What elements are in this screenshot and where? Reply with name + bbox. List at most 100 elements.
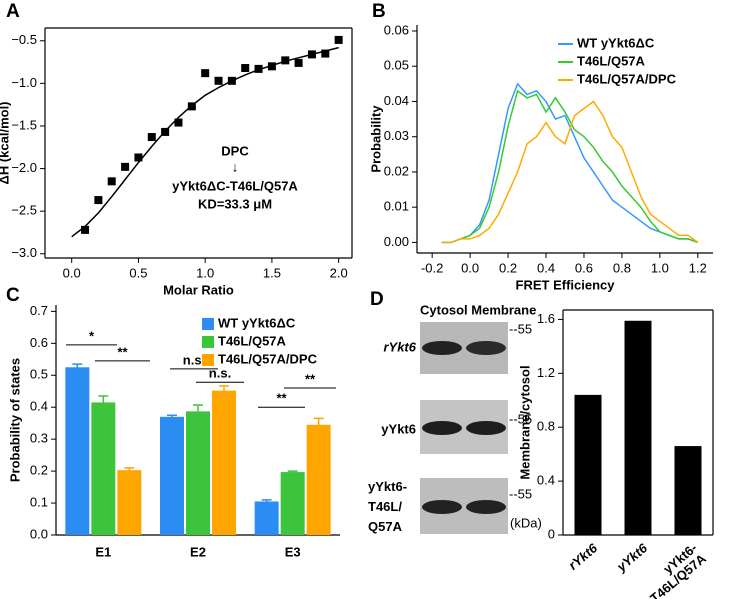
bar bbox=[65, 367, 90, 535]
marker bbox=[121, 162, 130, 171]
x-tick-label: 1.5 bbox=[263, 265, 281, 280]
error-bar bbox=[261, 499, 272, 504]
marker bbox=[107, 177, 116, 186]
x-tick-label: E3 bbox=[285, 544, 301, 559]
bar bbox=[574, 394, 602, 535]
fit-line bbox=[71, 46, 339, 238]
legend-label: T46L/Q57A/DPC bbox=[218, 351, 318, 366]
y-tick-label: −0.5 bbox=[11, 32, 37, 47]
x-tick-label: 1.0 bbox=[651, 260, 669, 275]
y-tick-label: 0.1 bbox=[30, 494, 48, 509]
bar bbox=[674, 446, 702, 535]
error-bar bbox=[287, 470, 298, 474]
legend-label: T46L/Q57A/DPC bbox=[577, 71, 677, 86]
annotation: KD=33.3 μM bbox=[198, 196, 272, 211]
error-bar bbox=[72, 363, 83, 371]
y-tick-label: 0.3 bbox=[30, 431, 48, 446]
panel-label: A bbox=[6, 1, 20, 22]
marker bbox=[281, 56, 290, 65]
y-tick-label: 0.2 bbox=[30, 463, 48, 478]
blot-row-label: yYkt6 bbox=[381, 421, 416, 436]
y-tick-label: 0.02 bbox=[384, 163, 409, 178]
marker bbox=[94, 196, 103, 205]
marker bbox=[201, 69, 210, 78]
blot: Cytosol Membrane rYkt6 yYkt6 yYkt6-T46L/… bbox=[368, 302, 542, 534]
bar bbox=[624, 320, 652, 535]
y-tick-label: 1.2 bbox=[537, 365, 555, 380]
x-tick-label: yYkt6 bbox=[613, 540, 651, 575]
blot-band bbox=[466, 341, 506, 355]
bar bbox=[212, 390, 236, 535]
x-tick-label: -0.2 bbox=[421, 260, 443, 275]
y-tick-label: 0.8 bbox=[537, 419, 555, 434]
x-axis-label: Molar Ratio bbox=[163, 282, 234, 297]
y-axis-label: Probability of states bbox=[7, 358, 22, 482]
bar bbox=[280, 472, 305, 535]
marker bbox=[174, 118, 183, 127]
y-tick-label: 0.6 bbox=[30, 335, 48, 350]
legend-label: T46L/Q57A bbox=[577, 53, 646, 68]
y-tick-label: −2.0 bbox=[11, 160, 37, 175]
x-tick-label: 1.2 bbox=[689, 260, 707, 275]
blot-band bbox=[466, 421, 506, 435]
x-tick-label: 0.0 bbox=[461, 260, 479, 275]
significance-label: ** bbox=[305, 371, 316, 386]
bar bbox=[117, 470, 142, 535]
marker bbox=[134, 153, 143, 162]
error-bar bbox=[193, 404, 203, 418]
y-tick-label: −1.5 bbox=[11, 117, 37, 132]
marker bbox=[267, 62, 276, 71]
x-tick-label: 0.6 bbox=[575, 260, 593, 275]
significance-label: n.s. bbox=[183, 352, 205, 367]
x-tick-label: 0.0 bbox=[63, 265, 81, 280]
marker bbox=[321, 49, 330, 58]
bar bbox=[160, 416, 184, 535]
x-tick-label: E1 bbox=[95, 544, 111, 559]
bar bbox=[306, 424, 331, 535]
y-tick-label: −3.0 bbox=[11, 245, 37, 260]
legend-swatch bbox=[202, 354, 214, 366]
error-bar bbox=[313, 417, 324, 432]
marker bbox=[241, 64, 250, 73]
bar bbox=[91, 402, 116, 535]
x-tick-label: yYkt6-T46L/Q57A bbox=[638, 540, 709, 599]
bar bbox=[254, 501, 279, 535]
series-line bbox=[441, 89, 699, 244]
blot-marker: --55 bbox=[509, 486, 532, 501]
y-tick-label: 0.05 bbox=[384, 58, 409, 73]
annotation: yYkt6ΔC-T46L/Q57A bbox=[172, 178, 298, 193]
error-bar bbox=[219, 385, 229, 396]
significance-label: ** bbox=[117, 344, 128, 359]
legend-label: T46L/Q57A bbox=[218, 333, 287, 348]
y-axis-label: ΔH (kcal/mol) bbox=[0, 101, 11, 184]
error-bar bbox=[98, 395, 109, 409]
y-tick-label: 1.6 bbox=[537, 311, 555, 326]
legend-label: WT yYkt6ΔC bbox=[577, 35, 655, 50]
y-tick-label: 0.7 bbox=[30, 303, 48, 318]
marker bbox=[147, 133, 156, 142]
panel-label: C bbox=[6, 285, 20, 306]
x-axis-label: FRET Efficiency bbox=[516, 277, 616, 292]
blot-row-label: yYkt6-T46L/Q57A bbox=[368, 479, 407, 534]
y-axis-label: Membrane/cytosol bbox=[517, 365, 532, 479]
marker bbox=[81, 225, 90, 234]
y-tick-label: 0.4 bbox=[30, 399, 48, 414]
marker bbox=[294, 58, 303, 67]
series-line bbox=[441, 100, 699, 244]
y-tick-label: 0.06 bbox=[384, 22, 409, 37]
significance-label: n.s. bbox=[209, 366, 231, 381]
error-bar bbox=[124, 467, 135, 473]
x-tick-label: 2.0 bbox=[330, 265, 348, 280]
bar bbox=[186, 411, 210, 535]
blot-band bbox=[422, 500, 462, 514]
x-tick-label: E2 bbox=[190, 544, 206, 559]
y-tick-label: 0.03 bbox=[384, 128, 409, 143]
x-tick-label: 0.2 bbox=[499, 260, 517, 275]
annotation: ↓ bbox=[232, 159, 239, 174]
x-tick-label: 0.5 bbox=[129, 265, 147, 280]
x-tick-label: rYkt6 bbox=[566, 540, 601, 573]
blot-marker: --55 bbox=[509, 321, 532, 336]
blot-band bbox=[422, 341, 462, 355]
y-tick-label: 0.00 bbox=[384, 234, 409, 249]
